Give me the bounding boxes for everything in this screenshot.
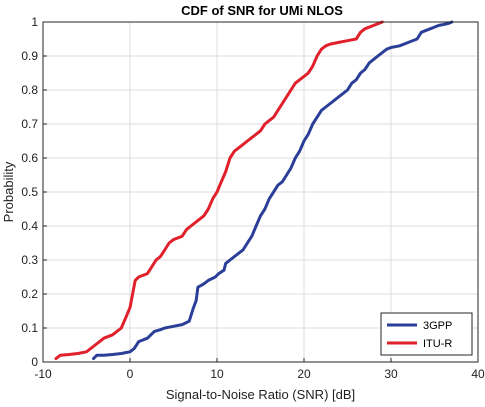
x-tick-label: 30 — [384, 367, 398, 381]
y-tick-label: 0.2 — [21, 287, 38, 301]
x-axis-label: Signal-to-Noise Ratio (SNR) [dB] — [166, 387, 355, 402]
y-tick-label: 0.3 — [21, 253, 38, 267]
x-tick-label: 0 — [127, 367, 134, 381]
y-tick-label: 0.5 — [21, 185, 38, 199]
y-tick-label: 0.8 — [21, 83, 38, 97]
legend: 3GPP ITU-R — [380, 312, 473, 356]
x-tick-label: 40 — [471, 367, 485, 381]
x-tick-label: 10 — [210, 367, 224, 381]
legend-box — [380, 312, 473, 356]
y-tick-label: 0.4 — [21, 219, 38, 233]
y-tick-label: 0.6 — [21, 151, 38, 165]
chart-title: CDF of SNR for UMi NLOS — [181, 3, 343, 18]
tick-layer: -10 0 10 20 30 4000.10.20.30.40.50.60.70.80.9… — [21, 15, 485, 381]
y-tick-label: 0.7 — [21, 117, 38, 131]
x-tick-label: -10 — [34, 367, 52, 381]
y-axis-label: Probability — [1, 161, 16, 222]
y-tick-label: 1 — [31, 15, 38, 29]
y-tick-label: 0.9 — [21, 49, 38, 63]
series-line-3gpp — [92, 20, 454, 361]
y-tick-label: 0.1 — [21, 321, 38, 335]
series-layer — [54, 20, 454, 361]
legend-label: ITU-R — [423, 338, 452, 350]
y-tick-label: 0 — [31, 355, 38, 369]
grid-layer — [42, 21, 479, 363]
legend-label: 3GPP — [423, 320, 452, 332]
x-tick-label: 20 — [297, 367, 311, 381]
series-line-itu-r — [54, 20, 384, 361]
